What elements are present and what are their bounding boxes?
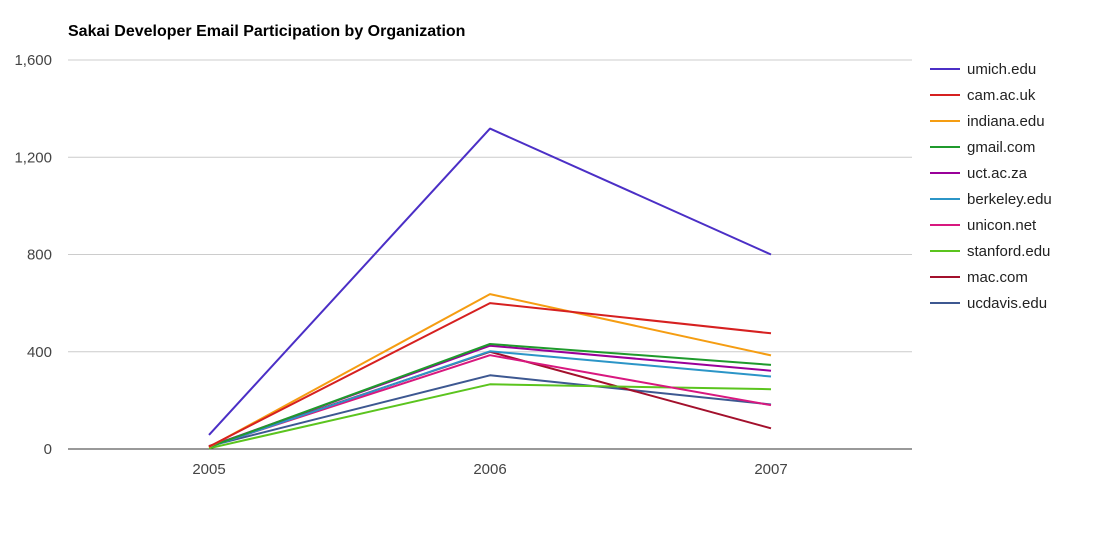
legend-label: unicon.net: [967, 217, 1037, 234]
legend-label: indiana.edu: [967, 113, 1045, 130]
legend: umich.edu cam.ac.uk indiana.edu gmail.com uc…: [930, 61, 1052, 312]
series-line-berkeley-edu: [208, 350, 772, 449]
legend-label: cam.ac.uk: [967, 87, 1036, 104]
series-line-umich-edu: [208, 127, 772, 436]
y-tick-label: 1,200: [14, 149, 52, 166]
x-tick-label: 2007: [754, 461, 787, 478]
series-line-gmail-com: [208, 343, 772, 449]
x-tick-label: 2006: [473, 461, 506, 478]
axes: 0 400 800 1,200 1,600 2005 2006 2007: [14, 52, 912, 478]
legend-label: gmail.com: [967, 139, 1035, 156]
x-tick-label: 2005: [192, 461, 225, 478]
legend-label: stanford.edu: [967, 243, 1050, 260]
series-line-ucdavis-edu: [208, 374, 772, 448]
gridlines: [68, 59, 912, 353]
y-tick-label: 0: [44, 441, 52, 458]
chart-title: Sakai Developer Email Participation by O…: [68, 23, 465, 40]
series-lines: [208, 127, 772, 450]
series-line-mac-com: [208, 350, 772, 448]
legend-label: mac.com: [967, 269, 1028, 286]
y-tick-label: 1,600: [14, 52, 52, 69]
legend-label: umich.edu: [967, 61, 1036, 78]
series-line-cam-ac-uk: [208, 302, 772, 448]
legend-label: berkeley.edu: [967, 191, 1052, 208]
series-line-indiana-edu: [208, 293, 772, 448]
legend-label: ucdavis.edu: [967, 295, 1047, 312]
legend-label: uct.ac.za: [967, 165, 1028, 182]
y-tick-label: 400: [27, 344, 52, 361]
y-tick-label: 800: [27, 247, 52, 264]
